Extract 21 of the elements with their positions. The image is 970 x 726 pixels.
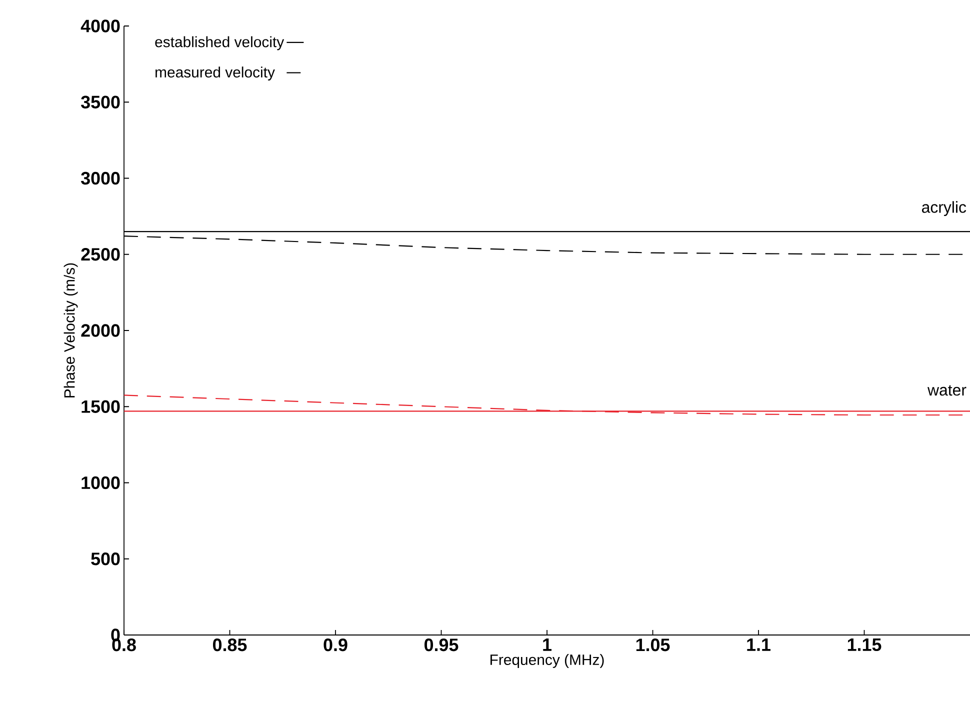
x-tick-label: 0.85 [213, 638, 247, 652]
annotation: acrylic [922, 201, 966, 216]
y-tick-label: 500 [91, 552, 120, 566]
x-tick-label: 1.1 [747, 638, 770, 651]
y-tick-label: 2500 [81, 248, 120, 261]
y-tick-label: 1000 [82, 476, 120, 490]
x-tick-label: 1.15 [848, 638, 882, 652]
y-tick-label: 2000 [81, 324, 120, 337]
x-tick-label: 1 [543, 638, 552, 651]
annotation: water [927, 385, 966, 396]
y-tick-label: 4000 [80, 20, 120, 32]
y-tick-label: 3500 [80, 96, 120, 108]
legend-label: established velocity [155, 36, 284, 50]
x-tick-label: 1.05 [636, 638, 670, 652]
x-tick-label: 0.95 [424, 638, 458, 652]
x-axis-title: Frequency (MHz) [490, 654, 604, 668]
x-tick-label: 0.9 [324, 638, 348, 652]
y-axis-title: Phase Velocity (m/s) [64, 263, 78, 398]
y-tick-label: 1500 [82, 400, 120, 413]
legend-label: measured velocity [156, 66, 275, 80]
y-tick-label: 3000 [80, 172, 120, 185]
